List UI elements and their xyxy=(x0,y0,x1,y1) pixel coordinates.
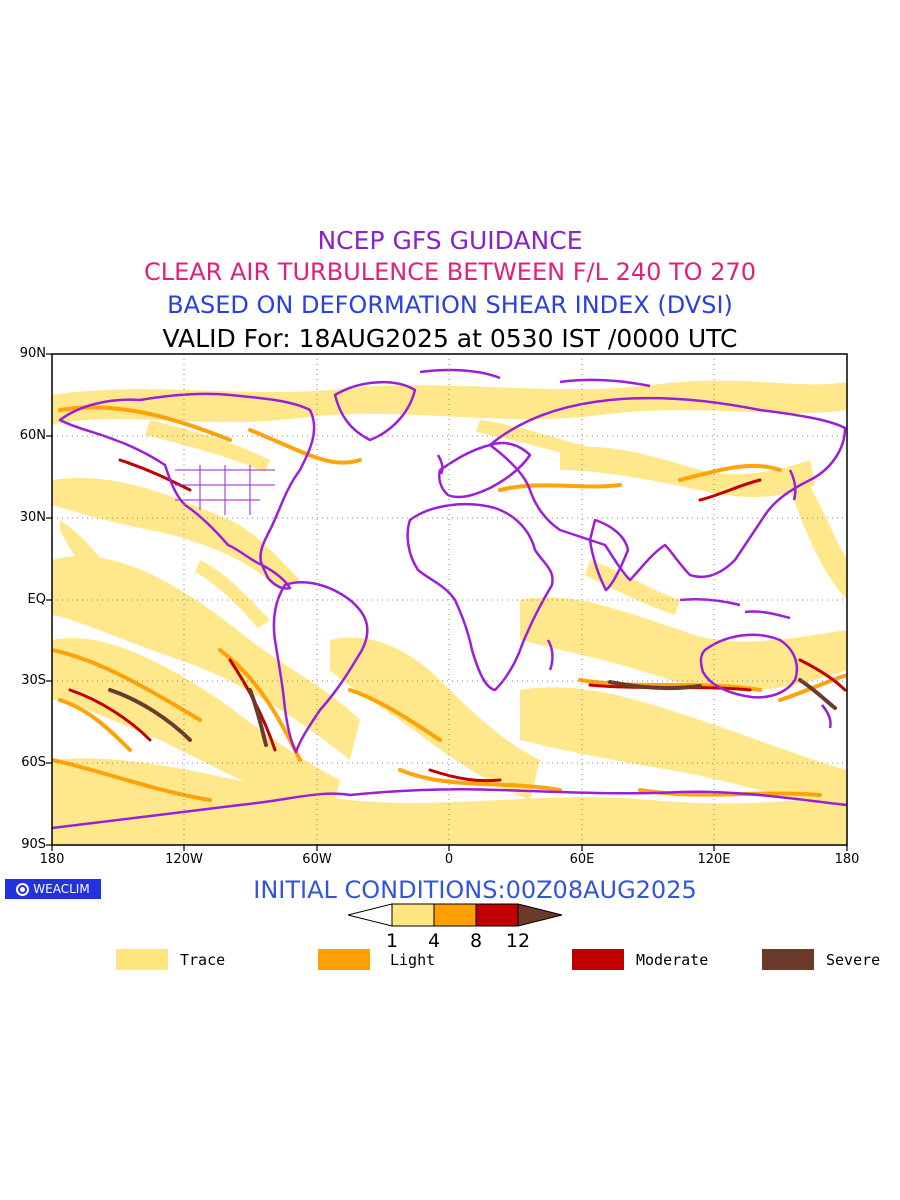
axis-ticks xyxy=(46,353,848,851)
legend-label-moderate: Moderate xyxy=(636,951,709,969)
x-tick-label: 180 xyxy=(39,852,65,867)
y-tick-label: 90S xyxy=(21,837,46,852)
x-tick-label: 120E xyxy=(697,852,731,867)
legend-label-light: Light xyxy=(390,951,436,969)
initial-conditions: INITIAL CONDITIONS:00Z08AUG2025 xyxy=(253,876,697,904)
y-tick-label: 90N xyxy=(19,346,46,361)
map-grid xyxy=(52,354,847,845)
legend-label-trace: Trace xyxy=(180,951,226,969)
y-tick-label: 30N xyxy=(19,510,46,525)
x-tick-label: 60E xyxy=(569,852,595,867)
x-tick-label: 0 xyxy=(444,852,454,867)
coastlines xyxy=(52,368,847,830)
x-tick-label: 60W xyxy=(302,852,332,867)
x-tick-label: 180 xyxy=(834,852,860,867)
turbulence-field xyxy=(52,380,847,845)
colorbar-level-label: 4 xyxy=(427,930,441,952)
y-tick-label: 60S xyxy=(21,755,46,770)
legend-swatch-trace xyxy=(116,949,168,970)
colorbar-level-label: 8 xyxy=(469,930,483,952)
colorbar-level-label: 1 xyxy=(385,930,399,952)
weaclim-badge: WEACLIM xyxy=(5,879,101,899)
title-line-3: BASED ON DEFORMATION SHEAR INDEX (DVSI) xyxy=(167,291,733,319)
legend-swatch-moderate xyxy=(572,949,624,970)
colorbar-level-label: 12 xyxy=(505,930,531,952)
weaclim-logo-icon xyxy=(16,882,30,896)
y-tick-label: 60N xyxy=(19,428,46,443)
legend-swatch-severe xyxy=(762,949,814,970)
legend-swatch-light xyxy=(318,949,370,970)
legend-label-severe: Severe xyxy=(826,951,881,969)
title-line-1: NCEP GFS GUIDANCE xyxy=(317,226,583,255)
title-line-4: VALID For: 18AUG2025 at 0530 IST /0000 U… xyxy=(162,324,738,353)
y-tick-label: 30S xyxy=(21,673,46,688)
y-tick-label: EQ xyxy=(27,592,46,607)
x-tick-label: 120W xyxy=(165,852,203,867)
weaclim-label: WEACLIM xyxy=(33,882,90,896)
title-line-2: CLEAR AIR TURBULENCE BETWEEN F/L 240 TO … xyxy=(143,258,757,286)
